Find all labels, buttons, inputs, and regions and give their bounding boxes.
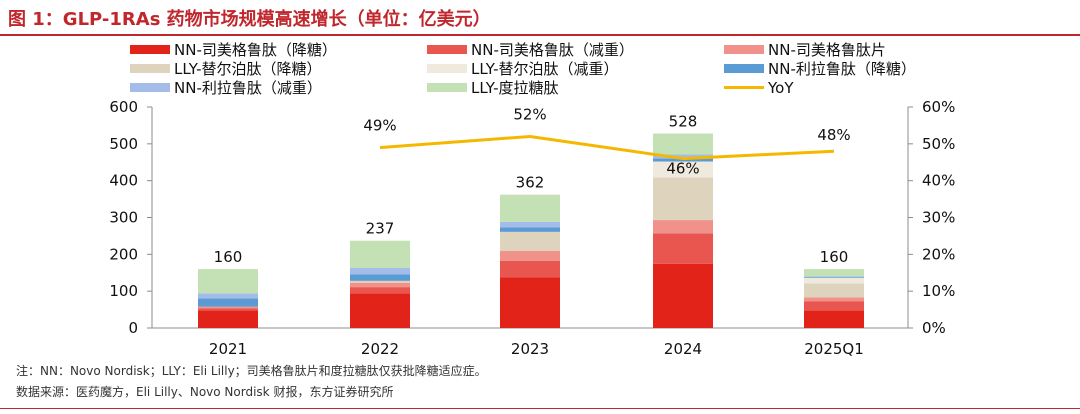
x-tick-label: 2021	[209, 340, 247, 358]
bar-segment-nn-lira-diabetes	[350, 274, 410, 281]
yoy-label: 49%	[363, 117, 396, 135]
y-tick-label-right: 40%	[922, 172, 955, 190]
bar-segment-nn-sema-diabetes	[804, 310, 864, 328]
bar-segment-nn-sema-oral	[350, 282, 410, 288]
total-label: 528	[669, 113, 698, 131]
legend-label: NN-利拉鲁肽（降糖）	[768, 60, 916, 78]
legend-label: LLY-度拉糖肽	[471, 79, 559, 97]
yoy-label: 52%	[513, 105, 546, 123]
bar-segment-nn-sema-diabetes	[653, 263, 713, 328]
bar-segment-nn-sema-oral	[500, 251, 560, 261]
legend-label: NN-司美格鲁肽（降糖）	[174, 41, 337, 59]
yoy-label: 48%	[817, 126, 850, 144]
legend-label: NN-利拉鲁肽（减重）	[174, 79, 322, 97]
legend-item-nn-lira-diabetes: NN-利拉鲁肽（降糖）	[724, 59, 960, 78]
y-tick-label-left: 0	[128, 319, 138, 337]
bar-segment-nn-lira-diabetes	[198, 298, 258, 307]
total-label: 160	[214, 248, 243, 266]
legend-item-nn-sema-weight: NN-司美格鲁肽（减重）	[427, 40, 724, 59]
bar-segment-lly-dula	[198, 269, 258, 294]
footnote: 注：NN：Novo Nordisk；LLY：Eli Lilly；司美格鲁肽片和度…	[16, 364, 487, 378]
yoy-line	[379, 134, 835, 161]
legend-label: NN-司美格鲁肽片	[768, 41, 886, 59]
total-label: 237	[366, 220, 395, 238]
bar-segment-lly-tirz-diabetes	[350, 280, 410, 283]
legend-item-nn-sema-diabetes: NN-司美格鲁肽（降糖）	[130, 40, 427, 59]
bar-segment-nn-sema-diabetes	[350, 293, 410, 328]
bar-segment-nn-sema-weight	[350, 287, 410, 294]
legend-swatch	[130, 83, 170, 92]
legend-item-nn-lira-weight: NN-利拉鲁肽（减重）	[130, 78, 427, 97]
chart-legend: NN-司美格鲁肽（降糖） NN-司美格鲁肽（减重） NN-司美格鲁肽片 LLY-…	[130, 40, 960, 100]
chart-title: 图 1：GLP-1RAs 药物市场规模高速增长（单位：亿美元）	[8, 9, 491, 30]
bar-segment-nn-sema-weight	[500, 260, 560, 278]
y-tick-label-right: 0%	[922, 319, 946, 337]
bottom-divider	[0, 408, 1080, 409]
bar-segment-lly-tirz-weight	[653, 161, 713, 178]
legend-swatch	[130, 64, 170, 73]
bar-segment-nn-lira-weight	[653, 154, 713, 159]
title-divider	[0, 34, 1080, 36]
legend-swatch	[724, 45, 764, 54]
x-tick-label: 2022	[361, 340, 399, 358]
x-tick-label: 2023	[511, 340, 549, 358]
bar-segment-lly-dula	[350, 240, 410, 268]
stacked-bar-chart: 0 100 200 300 400 500 600 0% 10% 20% 30% 40% 50% 60% 2…	[109, 98, 955, 358]
bar-segment-nn-sema-diabetes	[198, 310, 258, 328]
legend-item-nn-sema-oral: NN-司美格鲁肽片	[724, 40, 960, 59]
y-tick-label-left: 500	[109, 135, 138, 153]
y-tick-label-left: 400	[109, 172, 138, 190]
bar-segment-lly-tirz-diabetes	[804, 283, 864, 298]
data-source: 数据来源：医药魔方，Eli Lilly、Novo Nordisk 财报，东方证券…	[16, 385, 394, 399]
bar-segment-lly-dula	[653, 133, 713, 155]
bar-segment-nn-sema-weight	[198, 308, 258, 311]
y-tick-label-left: 100	[109, 282, 138, 300]
y-tick-label-right: 50%	[922, 135, 955, 153]
x-tick-label: 2024	[664, 340, 702, 358]
legend-swatch	[427, 83, 467, 92]
bar-segment-nn-lira-diabetes	[804, 277, 864, 278]
bar-segment-lly-dula	[500, 194, 560, 222]
bar-segment-nn-lira-weight	[500, 221, 560, 228]
bar-segment-nn-sema-weight	[804, 301, 864, 311]
chart-notes: 注：NN：Novo Nordisk；LLY：Eli Lilly；司美格鲁肽片和度…	[16, 361, 487, 403]
y-tick-label-right: 30%	[922, 209, 955, 227]
legend-label: NN-司美格鲁肽（减重）	[471, 41, 634, 59]
legend-label: LLY-替尔泊肽（降糖）	[174, 60, 322, 78]
bar-segment-nn-lira-weight	[198, 293, 258, 299]
x-tick-label: 2025Q1	[804, 340, 864, 358]
y-tick-label-right: 20%	[922, 245, 955, 263]
bar-segment-lly-dula	[804, 269, 864, 277]
legend-item-lly-tirz-weight: LLY-替尔泊肽（减重）	[427, 59, 724, 78]
bar-segment-nn-lira-weight	[804, 276, 864, 278]
legend-swatch	[724, 64, 764, 73]
yoy-label: 46%	[666, 160, 699, 178]
bar-segment-lly-tirz-weight	[804, 277, 864, 284]
legend-swatch	[130, 45, 170, 54]
legend-swatch	[427, 45, 467, 54]
y-tick-label-right: 60%	[922, 98, 955, 116]
bar-segment-nn-sema-diabetes	[500, 277, 560, 328]
legend-item-lly-dula: LLY-度拉糖肽	[427, 78, 724, 97]
legend-label: YoY	[768, 78, 794, 97]
legend-line	[724, 86, 764, 89]
legend-label: LLY-替尔泊肽（减重）	[471, 60, 619, 78]
bar-segment-nn-sema-oral	[653, 220, 713, 234]
bar-segment-nn-sema-weight	[653, 233, 713, 264]
legend-item-yoy: YoY	[724, 78, 960, 97]
bar-segment-lly-tirz-diabetes	[500, 231, 560, 252]
legend-item-lly-tirz-diabetes: LLY-替尔泊肽（降糖）	[130, 59, 427, 78]
total-label: 160	[820, 248, 849, 266]
bar-segment-nn-sema-oral	[804, 297, 864, 302]
total-label: 362	[516, 174, 545, 192]
bar-segment-lly-tirz-diabetes	[653, 177, 713, 221]
bar-segment-nn-lira-diabetes	[500, 227, 560, 232]
y-tick-label-left: 600	[109, 98, 138, 116]
y-tick-label-left: 300	[109, 209, 138, 227]
bar-segment-nn-lira-weight	[350, 267, 410, 275]
legend-swatch	[427, 64, 467, 73]
y-tick-label-right: 10%	[922, 282, 955, 300]
bar-segment-nn-sema-oral	[198, 306, 258, 309]
y-tick-label-left: 200	[109, 245, 138, 263]
